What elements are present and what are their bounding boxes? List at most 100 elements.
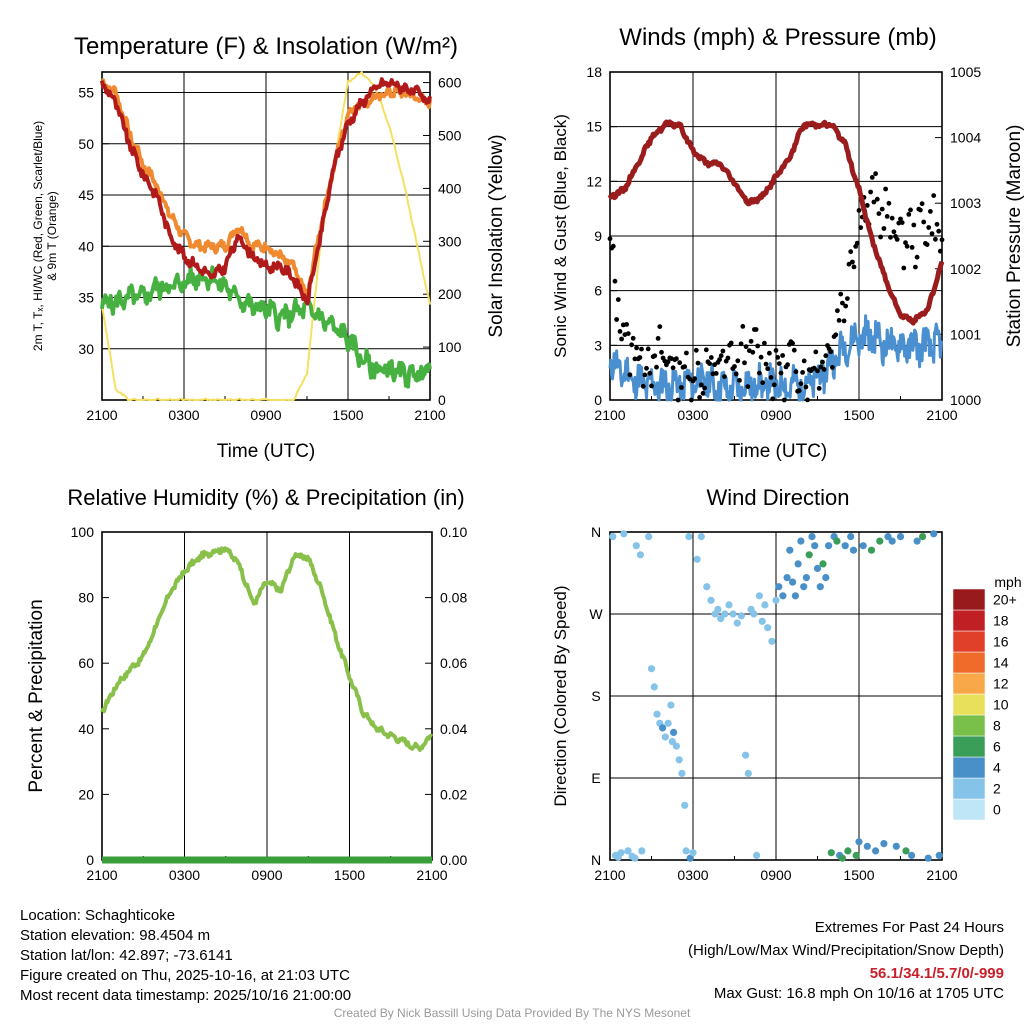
direction-x-tick-label: 2100 — [926, 867, 957, 883]
direction-point — [811, 542, 819, 550]
gust-point — [821, 367, 827, 372]
gust-point — [911, 222, 917, 228]
direction-point — [855, 838, 863, 846]
temperature-x-tick-label: 2100 — [86, 407, 117, 423]
humidity-right-tick-label: 0.06 — [440, 655, 467, 671]
direction-x-tick-label: 0900 — [760, 867, 791, 883]
direction-point — [924, 854, 932, 862]
gust-point — [755, 343, 761, 349]
direction-point — [808, 533, 816, 541]
direction-point — [670, 728, 678, 737]
direction-point — [930, 530, 938, 538]
gust-point — [908, 207, 913, 213]
temperature-y-label-left-2: & 9m T (Orange) — [45, 191, 59, 281]
gust-point — [612, 278, 618, 284]
legend-swatch — [952, 609, 986, 632]
winds-left-tick-label: 0 — [594, 392, 602, 408]
direction-point — [667, 701, 675, 709]
gust-point — [846, 261, 852, 267]
gust-point — [702, 385, 707, 391]
direction-point — [791, 592, 800, 600]
direction-point — [849, 546, 858, 554]
legend-swatch — [952, 672, 986, 695]
temperature-left-tick-label: 30 — [78, 341, 94, 357]
gust-point — [793, 369, 799, 375]
gust-point — [818, 364, 824, 370]
direction-point — [675, 756, 683, 764]
gust-point — [757, 370, 762, 376]
temperature-y-label-right: Solar Insolation (Yellow) — [486, 134, 507, 337]
winds-right-tick-label: 1003 — [950, 195, 981, 211]
legend-swatch — [952, 693, 986, 716]
winds-right-tick-label: 1000 — [950, 392, 981, 408]
gust-point — [878, 234, 883, 240]
gust-point — [909, 245, 915, 250]
gust-point — [645, 346, 651, 352]
direction-point — [737, 612, 746, 620]
gust-point — [629, 342, 634, 348]
direction-point — [750, 610, 758, 618]
humidity-x-tick-label: 0900 — [251, 867, 282, 883]
direction-point — [645, 533, 653, 541]
gust-point — [655, 336, 661, 341]
direction-tick-label: N — [591, 852, 601, 868]
winds-left-tick-label: 15 — [586, 119, 602, 135]
humidity-left-tick-label: 100 — [71, 524, 95, 540]
gust-point — [798, 381, 804, 387]
legend-swatch — [952, 588, 986, 611]
recent-data-text: Most recent data timestamp: 2025/10/16 2… — [20, 987, 352, 1004]
direction-point — [733, 619, 741, 627]
direction-point — [650, 683, 658, 691]
created-text: Figure created on Thu, 2025-10-16, at 21… — [20, 967, 350, 984]
footer-station-info: Location: Schaghticoke Station elevation… — [20, 906, 351, 1006]
gust-point — [642, 372, 648, 378]
gust-point — [768, 375, 774, 380]
legend-label: 10 — [993, 697, 1009, 713]
direction-point — [717, 615, 725, 623]
gust-point — [624, 322, 629, 327]
direction-point — [833, 537, 841, 545]
legend-label: 2 — [993, 781, 1001, 797]
gust-point — [805, 397, 810, 403]
gust-point — [898, 216, 903, 222]
gust-point — [762, 340, 767, 346]
legend-title: mph — [994, 574, 1021, 590]
gust-point — [919, 201, 925, 207]
humidity-right-tick-label: 0.04 — [440, 721, 467, 737]
direction-point — [653, 710, 661, 718]
direction-point — [783, 574, 791, 582]
humidity-right-tick-label: 0.02 — [440, 786, 467, 802]
gust-point — [848, 249, 854, 255]
gust-point — [931, 193, 937, 199]
elevation-text: Station elevation: 98.4504 m — [20, 927, 211, 944]
gust-point — [725, 355, 731, 361]
gust-point — [760, 380, 766, 386]
extremes-title: Extremes For Past 24 Hours — [814, 919, 1004, 936]
gust-point — [614, 317, 619, 322]
gust-point — [640, 383, 646, 389]
direction-point — [659, 724, 667, 732]
direction-point — [685, 533, 693, 541]
temperature-right-tick-label: 300 — [438, 233, 462, 249]
gust-point — [836, 318, 842, 323]
temperature-left-tick-label: 55 — [78, 85, 94, 101]
gust-point — [864, 203, 870, 208]
gust-point — [697, 395, 702, 400]
gust-point — [742, 360, 747, 366]
gust-point — [899, 220, 905, 226]
gust-point — [698, 382, 704, 388]
direction-point — [682, 847, 690, 855]
direction-point — [896, 533, 905, 541]
direction-point — [825, 542, 833, 550]
direction-point — [816, 583, 824, 591]
legend-swatch — [952, 777, 986, 800]
gust-point — [707, 361, 712, 366]
gust-point — [738, 341, 744, 347]
gust-point — [835, 308, 840, 314]
winds-right-tick-label: 1001 — [950, 326, 981, 342]
legend-label: 0 — [993, 802, 1001, 818]
direction-point — [794, 560, 802, 568]
legend-label: 20+ — [993, 592, 1017, 608]
direction-point — [638, 847, 646, 855]
gust-point — [654, 364, 659, 370]
